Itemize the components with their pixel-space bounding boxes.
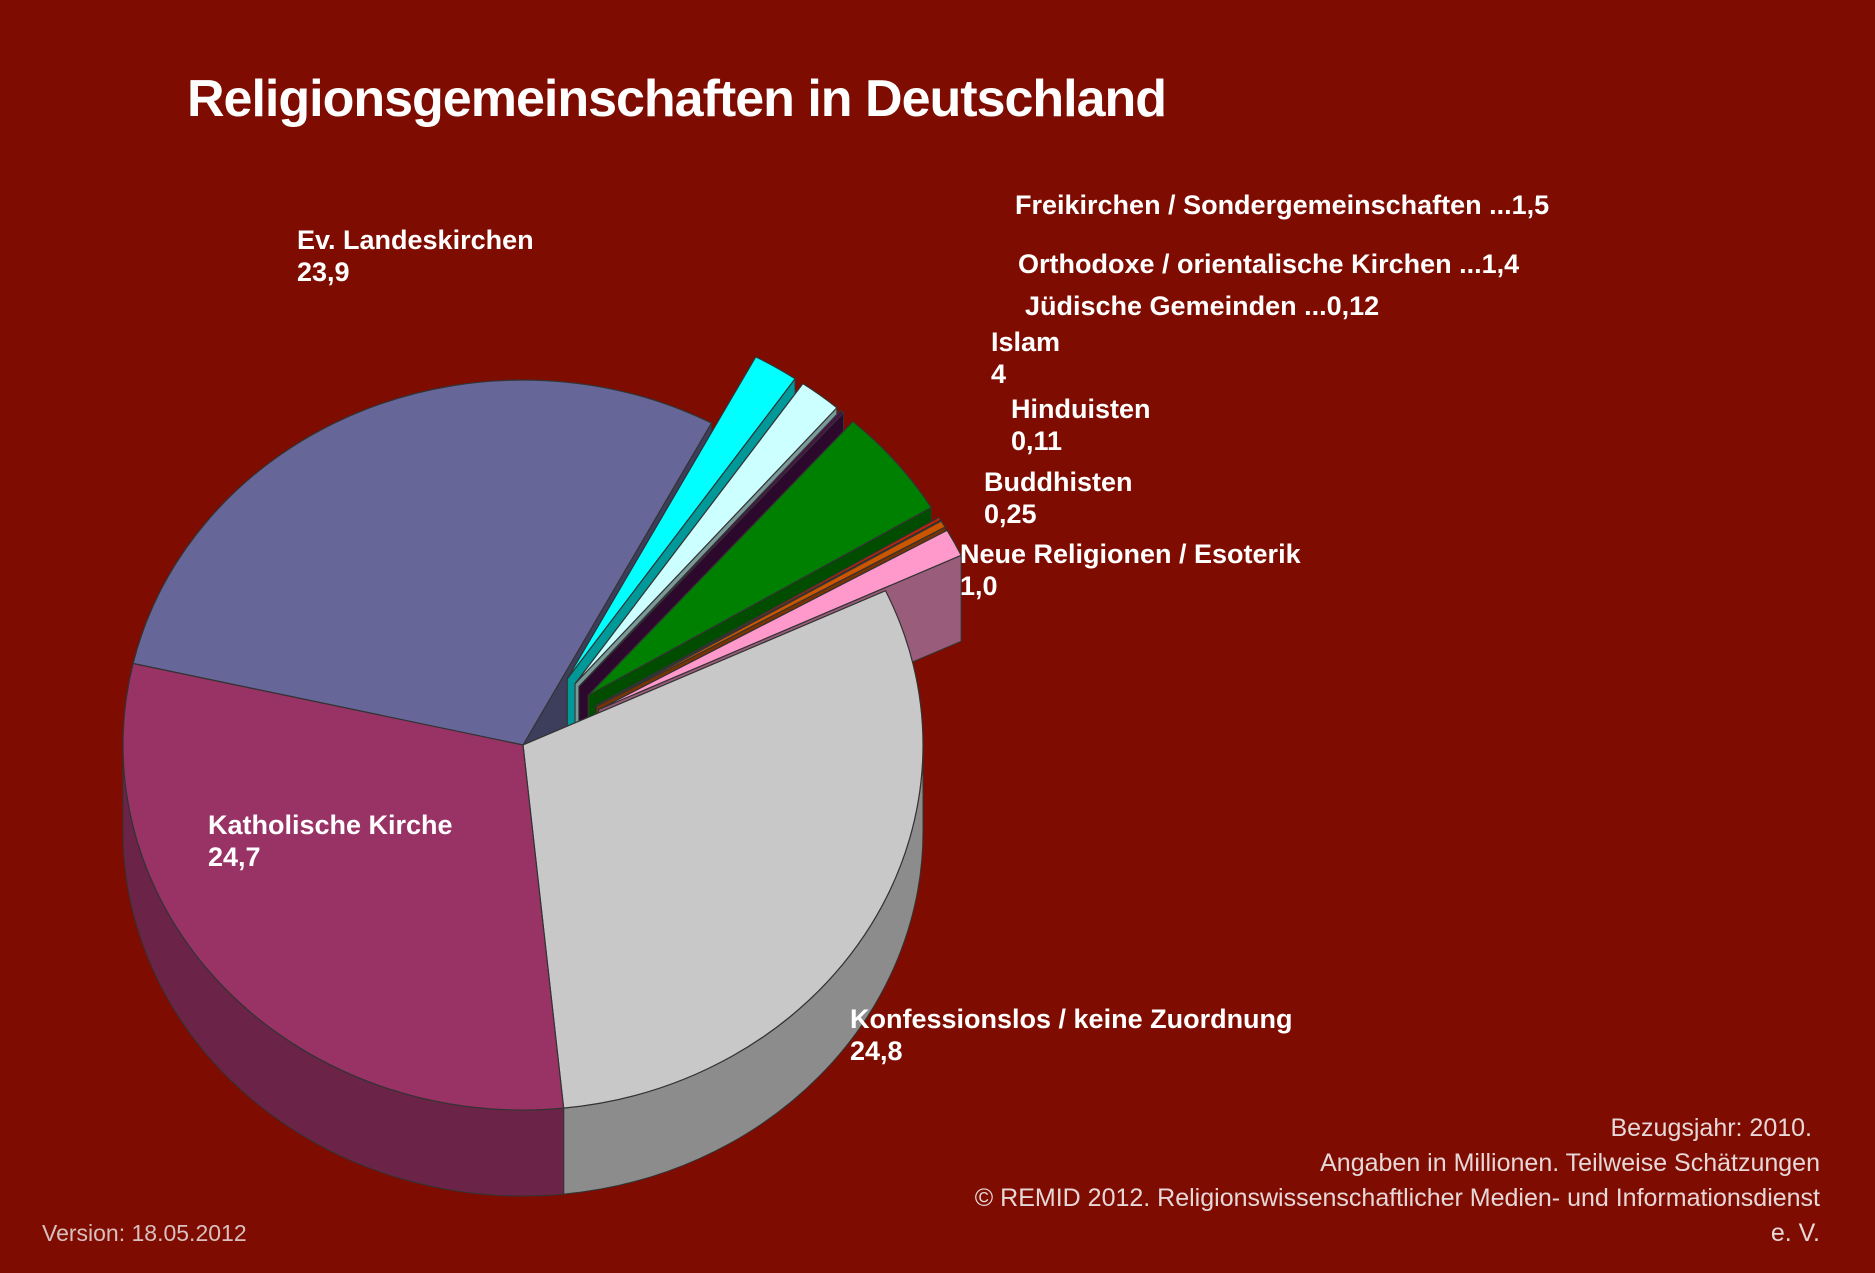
category-label: Buddhisten (984, 467, 1133, 497)
value-label: 0,12 (1327, 291, 1380, 321)
category-label: Ev. Landeskirchen (297, 225, 534, 255)
slice-label: Jüdische Gemeinden ...0,12 (1025, 291, 1379, 321)
value-label: 1,0 (960, 571, 998, 601)
chart-title: Religionsgemeinschaften in Deutschland (187, 70, 1166, 128)
slice (122, 662, 565, 1111)
labels: Konfessionslos / keine Zuordnung 24,8 Kath… (208, 190, 1549, 1066)
value-label: 0,11 (1011, 426, 1062, 456)
pie (122, 355, 962, 1197)
slice-label: Hinduisten 0,11 (1011, 394, 1151, 456)
slice (578, 409, 845, 688)
note: e. V. (1771, 1219, 1820, 1247)
category-label: Freikirchen / Sondergemeinschaften ... (1015, 190, 1512, 220)
category-label: Konfessionslos / keine Zuordnung (850, 1004, 1293, 1034)
category-label: Jüdische Gemeinden ... (1025, 291, 1327, 321)
slice (566, 356, 796, 680)
slice-label: Neue Religionen / Esoterik 1,0 (960, 539, 1302, 601)
value-label: 24,7 (208, 842, 261, 872)
value-label: 23,9 (297, 257, 350, 287)
slice-label: Ev. Landeskirchen 23,9 (297, 225, 534, 287)
category-label: Orthodoxe / orientalische Kirchen ... (1018, 249, 1482, 279)
category-label: Katholische Kirche (208, 810, 453, 840)
version: Version: 18.05.2012 (42, 1220, 247, 1246)
slice (574, 382, 838, 685)
slice (587, 420, 933, 696)
value-label: 1,5 (1512, 190, 1550, 220)
note: Bezugsjahr: 2010. (1610, 1114, 1812, 1142)
slice (522, 589, 924, 1109)
slice (598, 529, 962, 711)
note: Angaben in Millionen. Teilweise Schätzun… (1320, 1149, 1820, 1177)
slice-label: Katholische Kirche 24,7 (208, 810, 453, 872)
slice (132, 379, 713, 746)
slice-label: Konfessionslos / keine Zuordnung 24,8 (850, 1004, 1293, 1066)
category-label: Hinduisten (1011, 394, 1151, 424)
category-label: Neue Religionen / Esoterik (960, 539, 1302, 569)
note: © REMID 2012. Religionswissenschaftliche… (975, 1184, 1820, 1212)
value-label: 4 (991, 359, 1006, 389)
slice-label: Freikirchen / Sondergemeinschaften ...1,… (1015, 190, 1549, 220)
category-label: Islam (991, 327, 1060, 357)
value-label: 1,4 (1482, 249, 1520, 279)
slice (596, 520, 946, 707)
slice-label: Buddhisten 0,25 (984, 467, 1133, 529)
slice-label: Orthodoxe / orientalische Kirchen ...1,4 (1018, 249, 1519, 279)
value-label: 24,8 (850, 1036, 903, 1066)
slice (595, 516, 942, 706)
slice-label: Islam 4 (991, 327, 1060, 389)
value-label: 0,25 (984, 499, 1037, 529)
